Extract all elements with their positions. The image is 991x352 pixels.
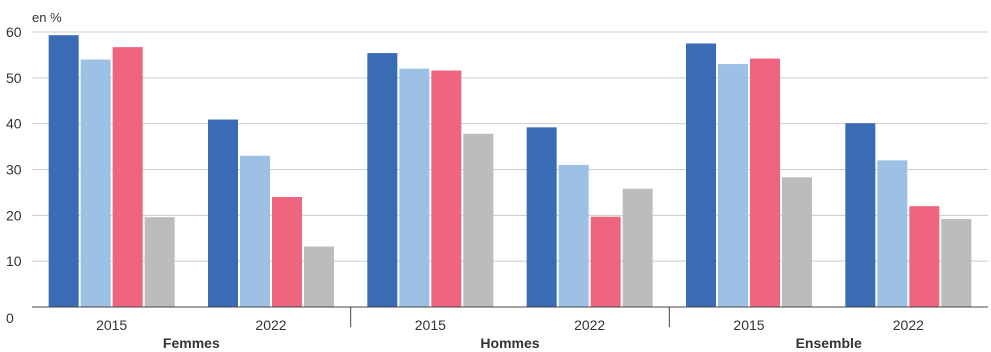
bar-hommes-2022-s2 xyxy=(558,164,589,307)
bar-ensemble-2022-s2 xyxy=(877,160,908,307)
y-tick-label: 10 xyxy=(6,253,22,269)
x-tick-label: 2015 xyxy=(96,317,127,333)
bar-hommes-2022-s3 xyxy=(590,216,621,307)
bar-femmes-2022-s2 xyxy=(240,155,270,307)
bar-ensemble-2015-s1 xyxy=(686,43,716,307)
bar-femmes-2015-s4 xyxy=(144,217,175,307)
group-label: Femmes xyxy=(163,335,220,351)
bar-ensemble-2022-s4 xyxy=(941,219,972,307)
y-tick-label: 40 xyxy=(6,116,22,132)
y-tick-label: 30 xyxy=(6,162,22,178)
bar-ensemble-2015-s3 xyxy=(750,58,780,308)
bar-ensemble-2022-s3 xyxy=(909,206,940,307)
x-tick-label: 2015 xyxy=(733,317,764,333)
y-tick-label: 0 xyxy=(6,310,14,326)
bar-hommes-2022-s1 xyxy=(526,127,557,307)
x-tick-label: 2022 xyxy=(893,317,924,333)
unit-label: en % xyxy=(32,10,62,25)
bars xyxy=(48,35,972,308)
bar-hommes-2022-s4 xyxy=(622,188,653,307)
x-tick-label: 2022 xyxy=(574,317,605,333)
bar-ensemble-2022-s1 xyxy=(845,123,876,307)
bar-hommes-2015-s4 xyxy=(463,133,494,307)
bar-femmes-2015-s2 xyxy=(80,59,111,307)
gridlines xyxy=(32,31,988,262)
bar-hommes-2015-s1 xyxy=(367,53,398,308)
x-tick-label: 2022 xyxy=(255,317,286,333)
bar-femmes-2015-s3 xyxy=(112,47,143,307)
bar-hommes-2015-s2 xyxy=(399,68,430,308)
axes xyxy=(32,306,988,327)
bar-femmes-2022-s4 xyxy=(304,246,334,307)
bar-femmes-2022-s1 xyxy=(208,119,238,308)
bar-femmes-2015-s1 xyxy=(48,35,79,307)
labels: en % 0 10 20 30 40 50 60 2015 2022 Femmes 2015 2022… xyxy=(6,10,924,351)
bar-femmes-2022-s3 xyxy=(272,197,302,307)
group-label: Ensemble xyxy=(796,335,862,351)
group-label: Hommes xyxy=(480,335,539,351)
bar-ensemble-2015-s4 xyxy=(782,177,812,307)
bar-hommes-2015-s3 xyxy=(431,70,462,307)
y-tick-label: 50 xyxy=(6,70,22,86)
x-tick-label: 2015 xyxy=(415,317,446,333)
y-tick-label: 20 xyxy=(6,207,22,223)
bar-ensemble-2015-s2 xyxy=(718,64,748,307)
y-tick-label: 60 xyxy=(6,24,22,40)
